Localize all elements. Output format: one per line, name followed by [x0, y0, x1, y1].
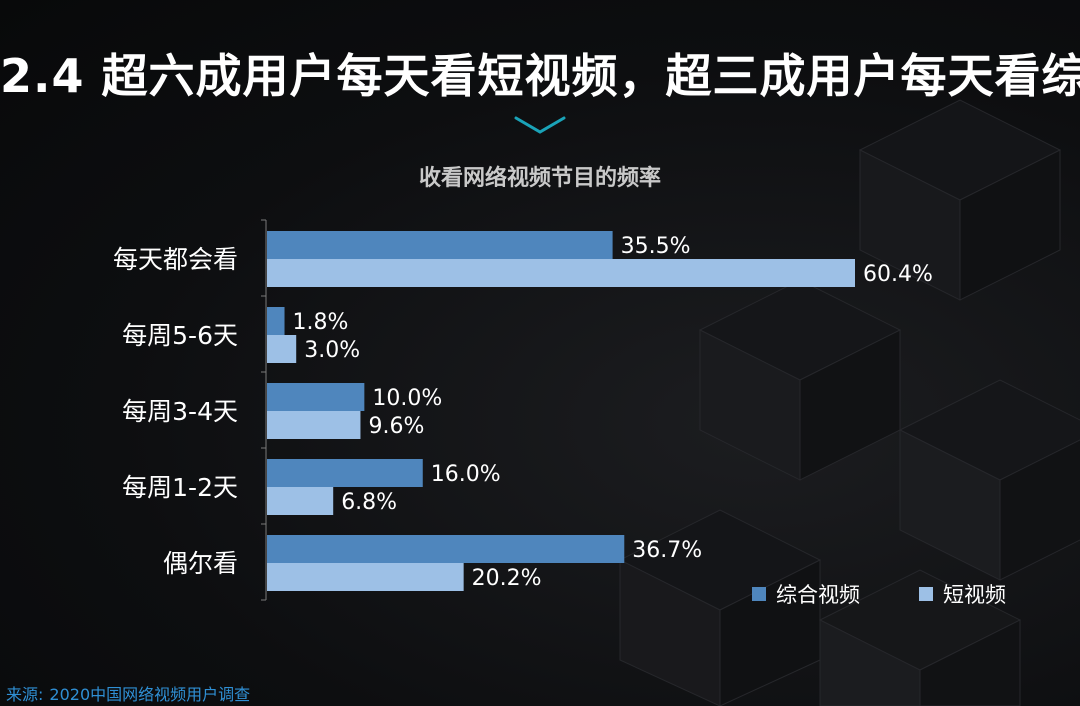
data-label: 10.0%: [372, 386, 442, 411]
data-label: 3.0%: [304, 338, 360, 363]
legend-label: 综合视频: [776, 583, 860, 607]
bar: [267, 459, 423, 487]
bar: [267, 535, 625, 563]
category-label: 每周5-6天: [122, 321, 238, 350]
source-text: 2020中国网络视频用户调查: [49, 685, 251, 704]
bar: [267, 231, 613, 259]
source-note: 来源: 2020中国网络视频用户调查: [6, 681, 250, 705]
category-label: 每天都会看: [113, 245, 238, 274]
data-label: 9.6%: [368, 414, 424, 439]
data-label: 36.7%: [632, 538, 702, 563]
bar: [267, 383, 365, 411]
data-label: 6.8%: [341, 490, 397, 515]
legend-swatch: [919, 587, 933, 601]
data-label: 20.2%: [472, 566, 542, 591]
page-headline: 2.4 超六成用户每天看短视频，超三成用户每天看综合视频: [0, 49, 1080, 103]
source-label: 来源:: [6, 685, 44, 704]
bar: [267, 563, 464, 591]
bar: [267, 335, 297, 363]
bar: [267, 487, 334, 515]
data-label: 16.0%: [431, 462, 501, 487]
bar: [267, 411, 361, 439]
bar: [267, 259, 855, 287]
chart-title: 收看网络视频节目的频率: [418, 166, 661, 191]
bar: [267, 307, 285, 335]
category-label: 每周3-4天: [122, 397, 238, 426]
category-label: 每周1-2天: [122, 473, 238, 502]
data-label: 35.5%: [621, 234, 691, 259]
chevron-down-icon: [514, 116, 566, 134]
legend-label: 短视频: [943, 583, 1006, 607]
legend-swatch: [752, 587, 766, 601]
category-label: 偶尔看: [163, 549, 238, 578]
data-label: 1.8%: [293, 310, 349, 335]
data-label: 60.4%: [863, 262, 933, 287]
